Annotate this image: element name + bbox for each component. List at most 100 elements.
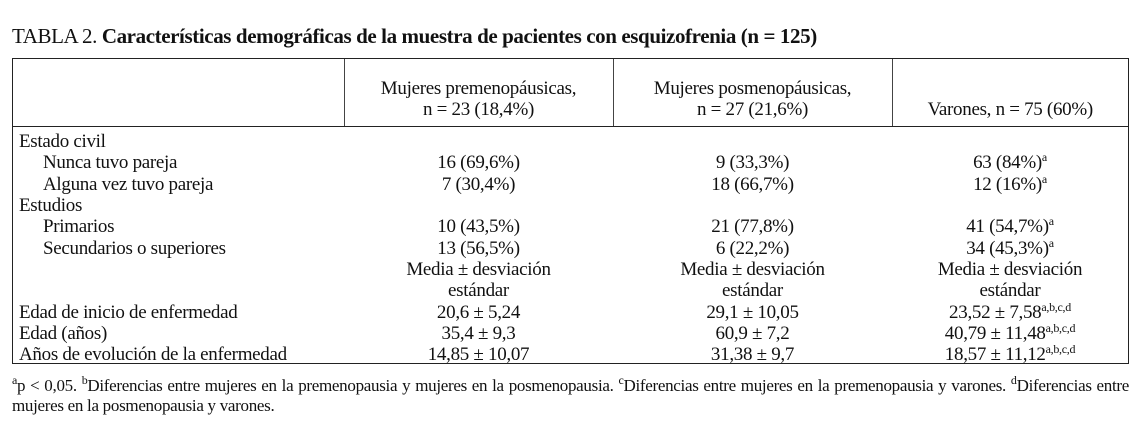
significance-marker: a xyxy=(1041,150,1047,165)
header-premenopausal: Mujeres premenopáusicas, n = 23 (18,4%) xyxy=(343,59,613,127)
cell-text: estándar xyxy=(448,280,509,302)
cell-value: 10 (43,5%) xyxy=(344,216,613,237)
significance-marker: a,b,c,d xyxy=(1045,342,1076,357)
footnote-mark: b xyxy=(81,373,88,387)
cell-text: 12 (16%) xyxy=(973,173,1042,195)
cell-text: 63 (84%) xyxy=(973,152,1042,174)
cell-value xyxy=(892,195,1128,216)
cell-text: 21 (77,8%) xyxy=(711,216,794,238)
significance-marker: a xyxy=(1048,235,1054,250)
row-label: Estado civil xyxy=(19,131,106,153)
footnote-text: Diferencias entre mujeres en la premenop… xyxy=(87,376,619,395)
cell-value: 18,57 ± 11,12a,b,c,d xyxy=(892,342,1128,366)
cell-value: 13 (56,5%) xyxy=(344,237,613,259)
cell-text: 41 (54,7%) xyxy=(966,216,1049,238)
table-row: estándar estándar estándar xyxy=(13,280,1128,301)
cell-value: 35,4 ± 9,3 xyxy=(344,323,613,344)
table-row: Años de evolución de la enfermedad 14,85 … xyxy=(13,342,1128,366)
table-row: Media ± desviación Media ± desviación Medi… xyxy=(13,259,1128,280)
cell-value: 12 (16%)a xyxy=(892,171,1128,195)
cell-text: 29,1 ± 10,05 xyxy=(706,301,799,323)
row-label: Nunca tuvo pareja xyxy=(43,152,178,174)
cell-value: 20,6 ± 5,24 xyxy=(344,301,613,323)
header-empty xyxy=(13,59,344,127)
cell-value: 34 (45,3%)a xyxy=(892,235,1128,259)
cell-value xyxy=(344,195,613,216)
cell-text: 10 (43,5%) xyxy=(437,216,520,238)
cell-text: Media ± desviación xyxy=(937,258,1083,280)
row-label: Edad (años) xyxy=(19,322,107,344)
cell-value: 7 (30,4%) xyxy=(344,174,613,195)
cell-value: estándar xyxy=(613,280,892,301)
table-row: Nunca tuvo pareja 16 (69,6%) 9 (33,3%) 63 (… xyxy=(13,150,1128,174)
cell-value: 63 (84%)a xyxy=(892,150,1128,174)
table-row: Estudios xyxy=(13,195,1128,216)
table-row: Alguna vez tuvo pareja 7 (30,4%) 18 (66,7%… xyxy=(13,171,1128,195)
table-number: TABLA 2. xyxy=(12,24,97,48)
cell-value xyxy=(344,127,613,153)
cell-value: 40,79 ± 11,48a,b,c,d xyxy=(892,320,1128,344)
table-footnotes: ap < 0,05. bDiferencias entre mujeres en… xyxy=(12,373,1130,416)
cell-value: 60,9 ± 7,2 xyxy=(613,323,892,344)
significance-marker: a,b,c,d xyxy=(1041,299,1071,314)
cell-text: estándar xyxy=(722,280,783,302)
footnote-text: Diferencias entre mujeres en la posmenop… xyxy=(12,376,1130,415)
cell-text: 23,52 ± 7,58 xyxy=(949,301,1042,323)
footnote-text: p < 0,05. xyxy=(17,376,82,395)
row-label: Edad de inicio de enfermedad xyxy=(19,301,238,323)
cell-text: 14,85 ± 10,07 xyxy=(427,344,530,366)
cell-text: Media ± desviación xyxy=(406,258,551,280)
significance-marker: a,b,c,d xyxy=(1045,320,1076,335)
cell-value: 6 (22,2%) xyxy=(613,237,892,259)
cell-value xyxy=(613,195,892,216)
cell-value: Media ± desviación xyxy=(613,259,892,280)
table-row: Edad de inicio de enfermedad 20,6 ± 5,24 2… xyxy=(13,299,1128,323)
row-label: Alguna vez tuvo pareja xyxy=(43,173,214,195)
cell-text: 9 (33,3%) xyxy=(715,152,790,174)
cell-value: 14,85 ± 10,07 xyxy=(344,344,613,365)
table-row: Estado civil xyxy=(13,127,1128,153)
header-men: Varones, n = 75 (60%) xyxy=(891,59,1128,127)
cell-text: 35,4 ± 9,3 xyxy=(441,322,516,344)
cell-value: 16 (69,6%) xyxy=(344,152,613,173)
cell-text: 34 (45,3%) xyxy=(966,237,1049,259)
cell-value: 29,1 ± 10,05 xyxy=(613,301,892,323)
table-row: Secundarios o superiores 13 (56,5%) 6 (22,… xyxy=(13,235,1128,259)
cell-text: 18 (66,7%) xyxy=(711,173,794,195)
cell-value: 31,38 ± 9,7 xyxy=(613,344,892,365)
cell-value: 41 (54,7%)a xyxy=(892,215,1128,238)
cell-text: 18,57 ± 11,12 xyxy=(944,344,1046,366)
cell-value: Media ± desviación xyxy=(892,259,1128,280)
cell-value xyxy=(613,127,892,153)
cell-text: 6 (22,2%) xyxy=(715,237,790,259)
cell-text: Media ± desviación xyxy=(680,258,825,280)
row-label: Secundarios o superiores xyxy=(43,237,226,259)
header-postmenopausal: Mujeres posmenopáusicas, n = 27 (21,6%) xyxy=(612,59,892,127)
cell-text: 31,38 ± 9,7 xyxy=(710,344,795,366)
row-label: Años de evolución de la enfermedad xyxy=(19,344,287,366)
cell-text: 13 (56,5%) xyxy=(437,237,520,259)
cell-value: 18 (66,7%) xyxy=(613,174,892,195)
table-row: Edad (años) 35,4 ± 9,3 60,9 ± 7,2 40,79 ± 1… xyxy=(13,320,1128,344)
row-label: Estudios xyxy=(19,195,83,217)
demographics-table: Mujeres premenopáusicas, n = 23 (18,4%) M… xyxy=(12,58,1129,366)
cell-value: 23,52 ± 7,58a,b,c,d xyxy=(892,299,1128,323)
footnote-mark: c xyxy=(618,373,624,387)
cell-text: 7 (30,4%) xyxy=(441,173,516,195)
table-header-row: Mujeres premenopáusicas, n = 23 (18,4%) M… xyxy=(13,59,1128,127)
table-row: Primarios 10 (43,5%) 21 (77,8%) 41 (54,7%)a xyxy=(13,215,1128,238)
cell-text: 60,9 ± 7,2 xyxy=(715,322,790,344)
cell-value: 21 (77,8%) xyxy=(613,216,892,237)
significance-marker: a xyxy=(1041,171,1047,186)
row-label xyxy=(13,280,344,301)
cell-value: estándar xyxy=(892,280,1128,301)
table-caption: Características demográficas de la muest… xyxy=(101,24,817,48)
footnote-text: Diferencias entre mujeres en la premenop… xyxy=(623,376,1011,395)
footnote-mark: a xyxy=(12,373,18,387)
cell-text: 40,79 ± 11,48 xyxy=(944,322,1046,344)
table-title: TABLA 2. Características demográficas de… xyxy=(12,24,817,49)
row-label: Primarios xyxy=(43,216,115,238)
cell-value xyxy=(892,127,1128,153)
cell-text: 16 (69,6%) xyxy=(437,152,520,174)
cell-value: Media ± desviación xyxy=(344,259,613,280)
